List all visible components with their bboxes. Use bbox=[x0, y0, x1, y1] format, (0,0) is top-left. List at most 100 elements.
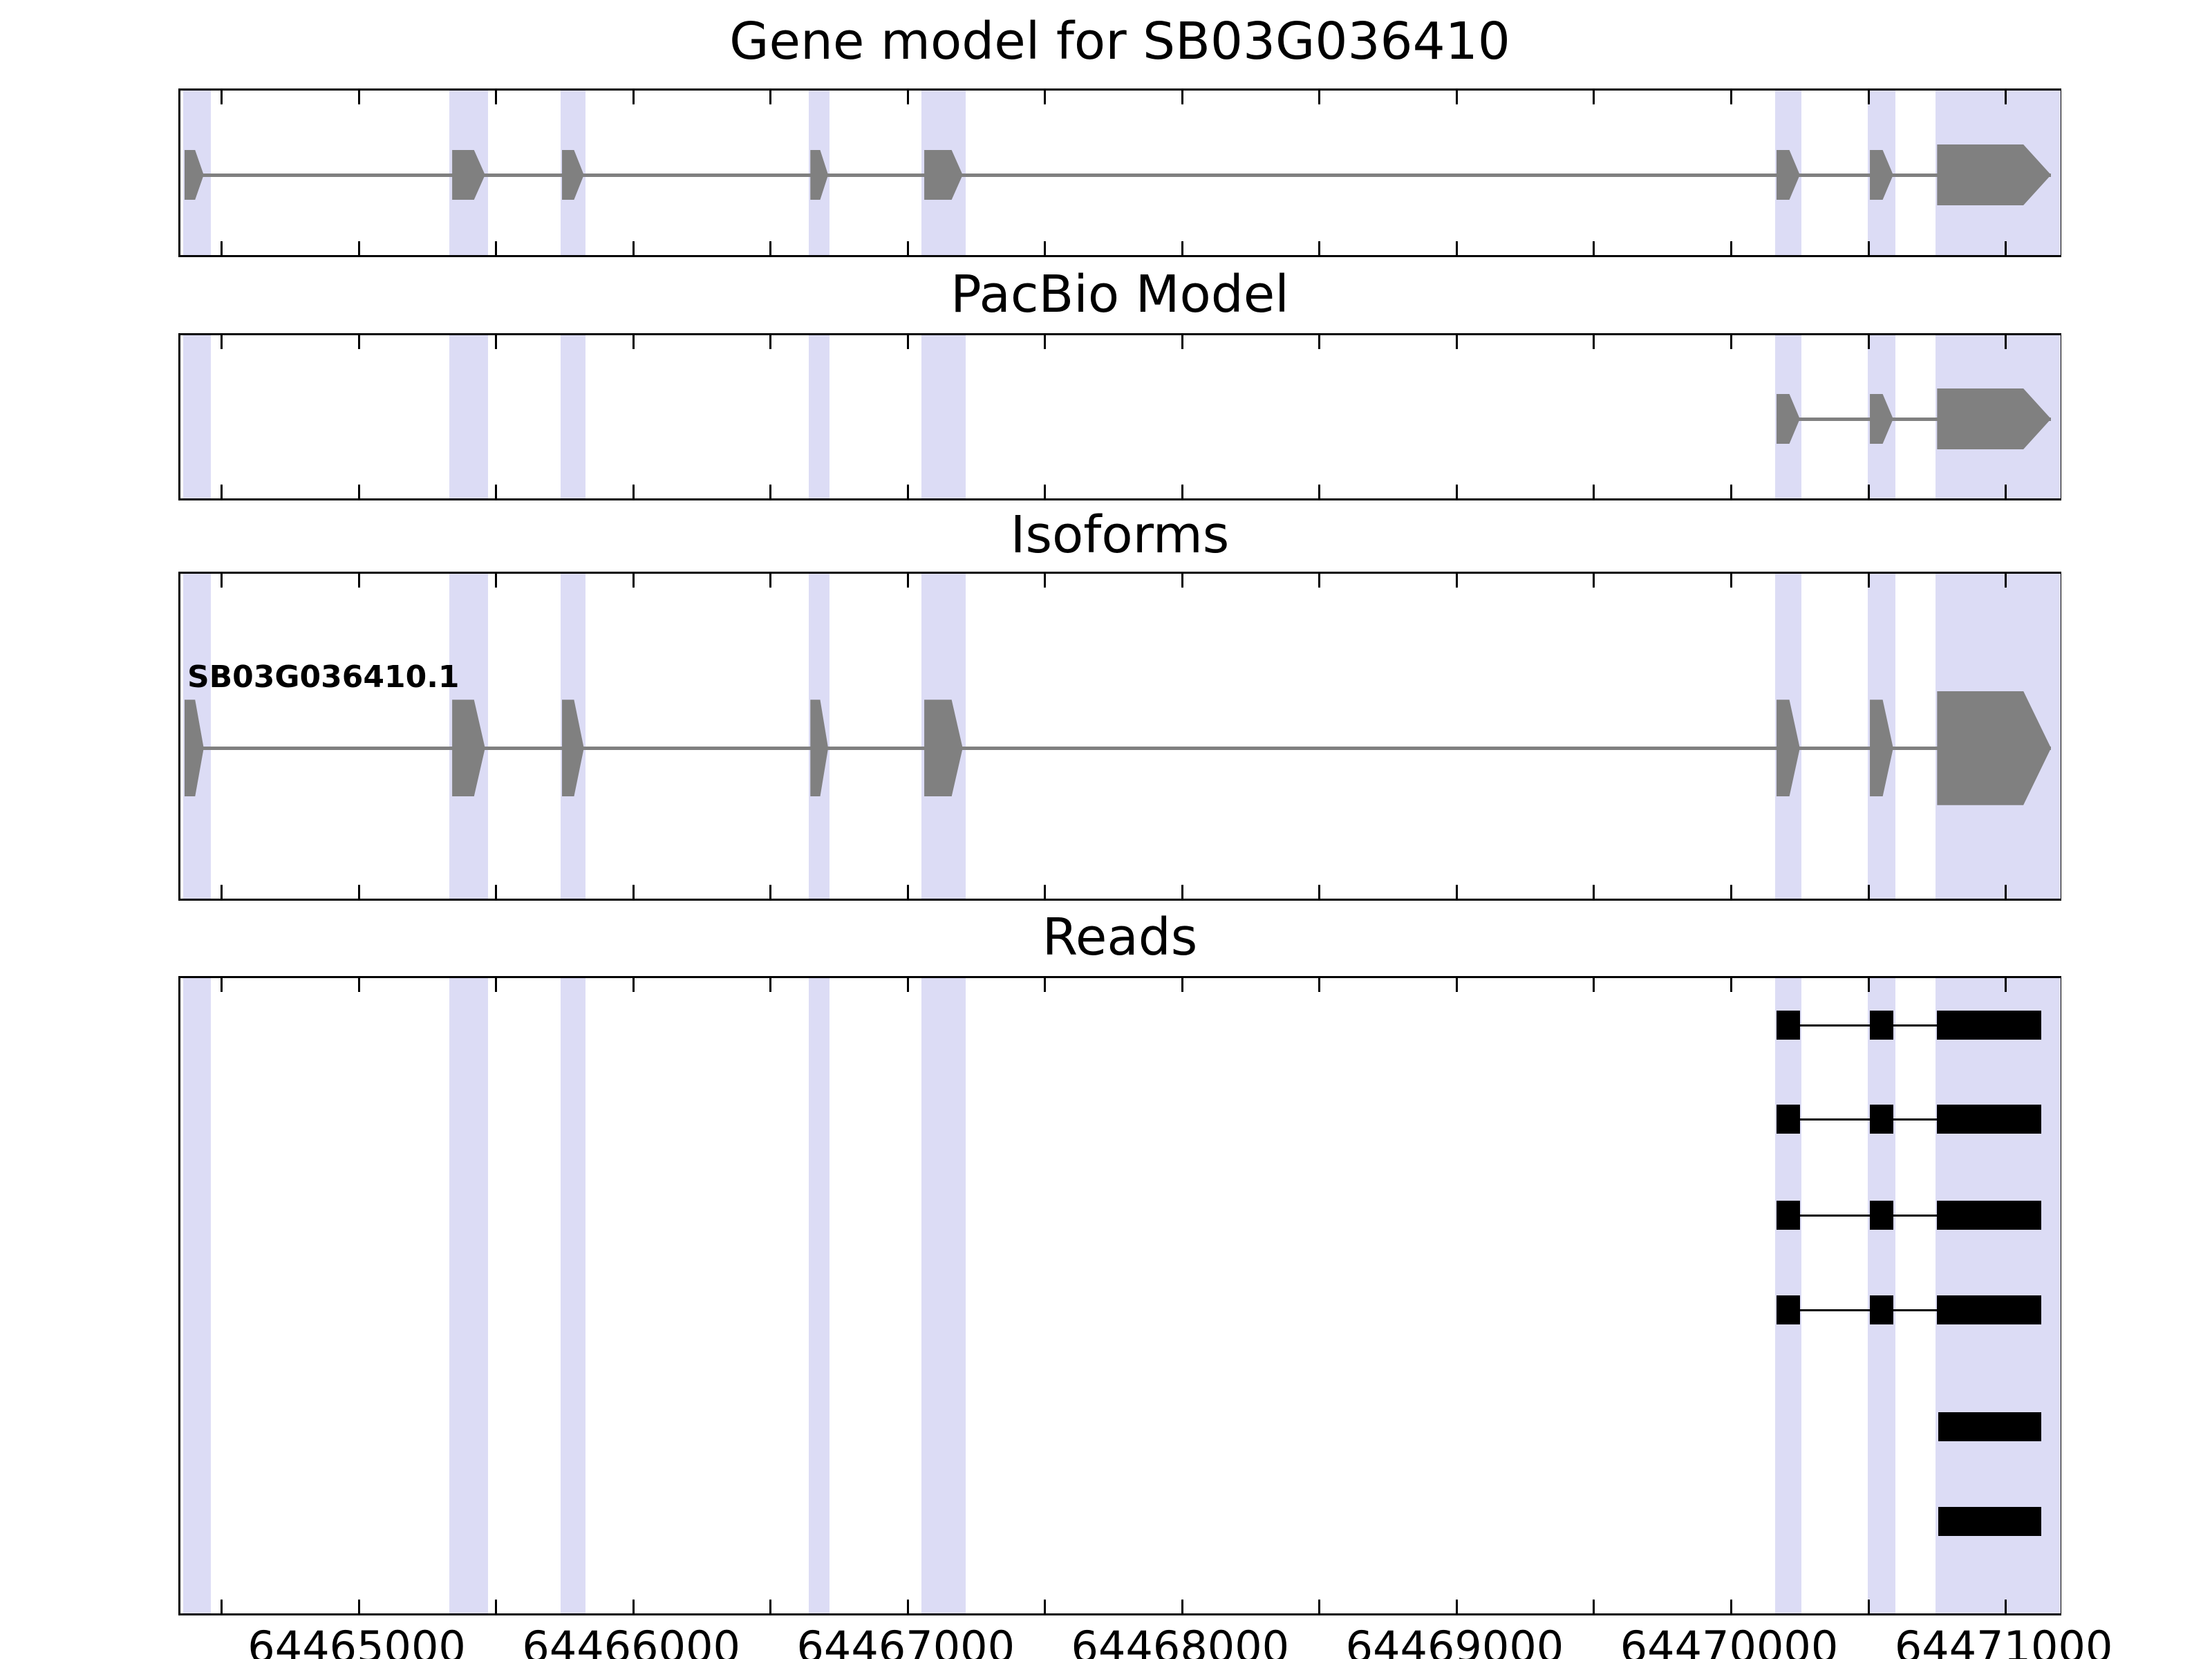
tick-mark bbox=[2005, 1600, 2007, 1613]
tick-mark bbox=[2005, 885, 2007, 899]
tick-mark bbox=[1730, 241, 1733, 255]
tick-mark bbox=[1318, 485, 1321, 498]
tick-mark bbox=[1044, 885, 1047, 899]
read-block bbox=[1777, 1295, 1800, 1325]
tick-mark bbox=[769, 885, 772, 899]
tick-mark bbox=[632, 1600, 635, 1613]
read-block bbox=[1870, 1105, 1893, 1134]
tick-mark bbox=[632, 485, 635, 498]
tick-mark bbox=[1730, 335, 1733, 349]
intron-line bbox=[184, 746, 2052, 750]
tick-mark bbox=[906, 574, 909, 588]
tick-mark bbox=[2005, 485, 2007, 498]
tick-mark bbox=[1867, 574, 1870, 588]
read-block bbox=[1937, 1105, 2042, 1134]
tick-mark bbox=[1455, 574, 1458, 588]
tick-mark bbox=[221, 335, 223, 349]
tick-mark bbox=[221, 241, 223, 255]
tick-mark bbox=[1044, 91, 1047, 104]
tick-mark bbox=[1318, 1600, 1321, 1613]
tick-mark bbox=[769, 485, 772, 498]
tick-mark bbox=[495, 574, 498, 588]
tick-mark bbox=[1318, 978, 1321, 992]
tick-mark bbox=[357, 241, 360, 255]
tick-mark bbox=[1593, 1600, 1595, 1613]
panel-title-gene-model: Gene model for SB03G036410 bbox=[729, 12, 1510, 71]
tick-mark bbox=[495, 1600, 498, 1613]
read-block bbox=[1777, 1201, 1800, 1230]
tick-mark bbox=[769, 335, 772, 349]
read-connector-line bbox=[1777, 1309, 2042, 1311]
tick-mark bbox=[1593, 978, 1595, 992]
tick-mark bbox=[1181, 241, 1183, 255]
tick-mark bbox=[1455, 241, 1458, 255]
x-axis-tick-label: 64471000 bbox=[1894, 1622, 2113, 1659]
tick-mark bbox=[769, 574, 772, 588]
tick-mark bbox=[769, 91, 772, 104]
tick-mark bbox=[1318, 241, 1321, 255]
tick-mark bbox=[632, 885, 635, 899]
tick-mark bbox=[357, 485, 360, 498]
tick-mark bbox=[1455, 978, 1458, 992]
read-block bbox=[1870, 1011, 1893, 1040]
read-block bbox=[1777, 1105, 1800, 1134]
tick-mark bbox=[906, 335, 909, 349]
tick-mark bbox=[1593, 241, 1595, 255]
highlight-band bbox=[182, 335, 211, 498]
tick-mark bbox=[1181, 91, 1183, 104]
x-axis-tick-label: 64470000 bbox=[1620, 1622, 1839, 1659]
tick-mark bbox=[357, 91, 360, 104]
tick-mark bbox=[2005, 978, 2007, 992]
highlight-band bbox=[182, 978, 211, 1613]
tick-mark bbox=[1455, 885, 1458, 899]
tick-mark bbox=[769, 978, 772, 992]
tick-mark bbox=[1455, 91, 1458, 104]
x-axis-tick-label: 64469000 bbox=[1345, 1622, 1564, 1659]
tick-mark bbox=[357, 1600, 360, 1613]
tick-mark bbox=[495, 885, 498, 899]
tick-mark bbox=[1867, 91, 1870, 104]
highlight-band bbox=[921, 335, 966, 498]
tick-mark bbox=[1455, 335, 1458, 349]
read-block bbox=[1937, 1011, 2042, 1040]
tick-mark bbox=[1318, 91, 1321, 104]
tick-mark bbox=[357, 574, 360, 588]
exon-shape bbox=[1937, 691, 2051, 805]
tick-mark bbox=[1044, 335, 1047, 349]
tick-mark bbox=[1730, 574, 1733, 588]
tick-mark bbox=[1181, 485, 1183, 498]
tick-mark bbox=[1181, 1600, 1183, 1613]
tick-mark bbox=[495, 335, 498, 349]
tick-mark bbox=[1181, 885, 1183, 899]
read-block bbox=[1870, 1295, 1893, 1325]
tick-mark bbox=[1181, 335, 1183, 349]
tick-mark bbox=[1867, 335, 1870, 349]
tick-mark bbox=[221, 1600, 223, 1613]
intron-line bbox=[184, 173, 2052, 177]
tick-mark bbox=[906, 485, 909, 498]
x-axis-tick-label: 64467000 bbox=[796, 1622, 1015, 1659]
tick-mark bbox=[357, 885, 360, 899]
tick-mark bbox=[906, 885, 909, 899]
tick-mark bbox=[495, 241, 498, 255]
exon-shape bbox=[1937, 388, 2051, 449]
tick-mark bbox=[1730, 885, 1733, 899]
tick-mark bbox=[632, 978, 635, 992]
tick-mark bbox=[1593, 91, 1595, 104]
exon-shape bbox=[1937, 144, 2051, 205]
tick-mark bbox=[1181, 574, 1183, 588]
tick-mark bbox=[1318, 335, 1321, 349]
tick-mark bbox=[221, 574, 223, 588]
tick-mark bbox=[2005, 91, 2007, 104]
tick-mark bbox=[1730, 1600, 1733, 1613]
tick-mark bbox=[1318, 885, 1321, 899]
read-connector-line bbox=[1777, 1118, 2042, 1121]
tick-mark bbox=[357, 335, 360, 349]
tick-mark bbox=[495, 91, 498, 104]
highlight-band bbox=[560, 978, 585, 1613]
read-block bbox=[1938, 1412, 2042, 1442]
tick-mark bbox=[632, 574, 635, 588]
gene-model-track-panel bbox=[178, 88, 2061, 257]
tick-mark bbox=[769, 241, 772, 255]
